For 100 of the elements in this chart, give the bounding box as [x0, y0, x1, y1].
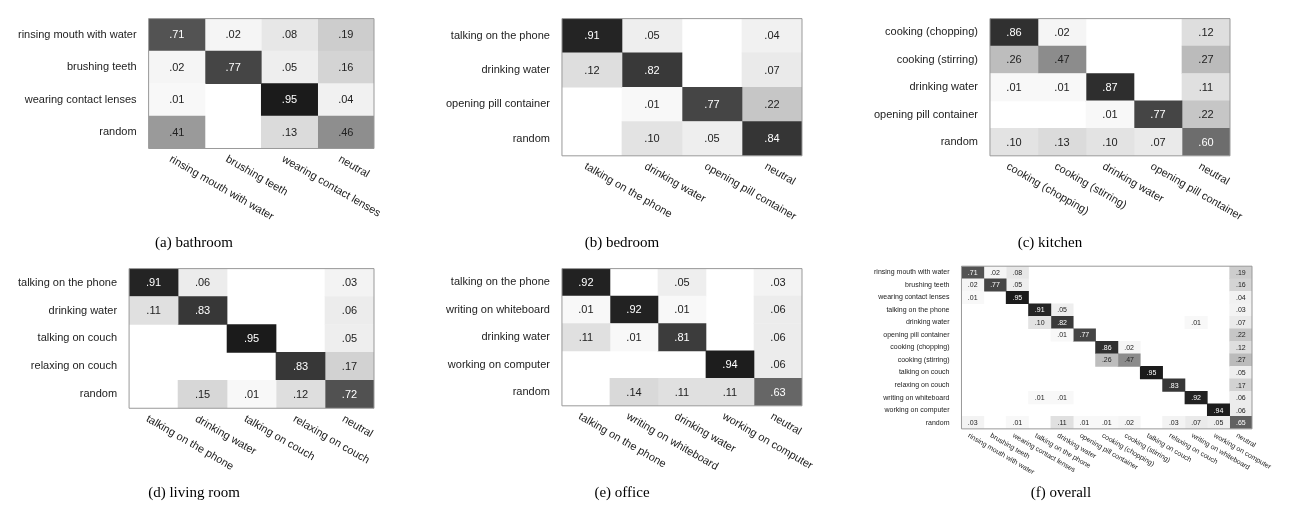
data-label: .94 — [722, 358, 738, 371]
data-label: .11 — [722, 385, 738, 398]
y-tick-label: talking on the phone — [450, 28, 550, 41]
data-label: .03 — [341, 276, 358, 289]
data-label: .46 — [338, 125, 354, 138]
data-label: .71 — [169, 28, 185, 41]
data-label: .10 — [644, 132, 660, 145]
data-label: .11 — [1198, 80, 1214, 93]
text: (b) bedroom — [584, 233, 660, 251]
data-label: .11 — [578, 330, 594, 343]
data-label: .95 — [243, 331, 260, 344]
data-label: .83 — [194, 304, 211, 317]
data-label: .86 — [1006, 25, 1022, 38]
data-label: .01 — [243, 387, 260, 400]
text: (a) bathroom — [155, 233, 234, 251]
data-label: .01 — [626, 330, 642, 343]
data-label: .06 — [770, 330, 786, 343]
y-tick-label: cooking (chopping) — [885, 25, 978, 38]
data-label: .01 — [1054, 80, 1070, 93]
text: (e) office — [594, 483, 650, 501]
data-label: .12 — [1198, 25, 1214, 38]
data-label: .60 — [1198, 135, 1214, 148]
y-tick-label: random — [512, 131, 550, 144]
data-label: .81 — [674, 330, 690, 343]
y-tick-label: opening pill container — [445, 97, 551, 110]
data-label: .19 — [338, 28, 354, 41]
data-label: .13 — [1054, 135, 1070, 148]
data-label: .06 — [194, 276, 211, 289]
data-label: .05 — [341, 331, 358, 344]
y-tick-label: drinking water — [481, 63, 551, 76]
data-label: .05 — [704, 132, 720, 145]
data-label: .01 — [578, 303, 594, 316]
y-tick-label: drinking water — [909, 80, 979, 93]
data-label: .27 — [1198, 53, 1214, 66]
data-label: .04 — [764, 29, 780, 42]
y-tick-label: writing on whiteboard — [444, 302, 550, 315]
data-label: .77 — [1150, 108, 1166, 121]
text: (f) overall — [1030, 483, 1092, 501]
y-tick-label: wearing contact lenses — [23, 92, 138, 105]
data-label: .12 — [292, 387, 309, 400]
data-label: .95 — [281, 93, 298, 106]
data-label: .15 — [194, 387, 211, 400]
text: (d) living room — [148, 483, 241, 501]
data-label: .05 — [644, 29, 660, 42]
data-label: .03 — [770, 275, 786, 288]
y-tick-label: cooking (stirring) — [896, 52, 978, 65]
data-label: .17 — [341, 359, 358, 372]
y-tick-label: relaxing on couch — [30, 359, 118, 372]
data-label: .72 — [341, 387, 358, 400]
data-label: .16 — [338, 60, 354, 73]
y-tick-label: drinking water — [48, 303, 118, 316]
text: (c) kitchen — [1017, 233, 1083, 251]
y-tick-label: random — [99, 125, 137, 138]
data-label: .14 — [626, 385, 642, 398]
data-label: .22 — [1198, 108, 1214, 121]
data-label: .01 — [1006, 80, 1022, 93]
y-tick-label: random — [512, 385, 550, 398]
data-label: .92 — [626, 303, 642, 316]
data-label: .91 — [145, 276, 162, 289]
data-label: .87 — [1102, 80, 1118, 93]
data-label: .02 — [225, 28, 241, 41]
data-label: .47 — [1054, 53, 1070, 66]
y-tick-label: brushing teeth — [66, 60, 137, 73]
data-label: .02 — [169, 60, 185, 73]
data-label: .11 — [674, 385, 690, 398]
data-label: .22 — [764, 97, 780, 110]
y-tick-label: rinsing mouth with water — [18, 27, 137, 40]
data-label: .06 — [770, 358, 786, 371]
data-label: .01 — [169, 93, 185, 106]
y-tick-label: talking on couch — [37, 331, 118, 344]
data-label: .13 — [281, 125, 298, 138]
data-label: .06 — [341, 304, 358, 317]
data-label: .10 — [1102, 135, 1118, 148]
data-label: .63 — [770, 385, 786, 398]
y-tick-label: talking on the phone — [17, 275, 118, 288]
data-label: .11 — [146, 304, 161, 317]
data-label: .91 — [584, 29, 600, 42]
data-label: .77 — [704, 97, 720, 110]
data-label: .07 — [764, 63, 780, 76]
data-label: .83 — [292, 359, 309, 372]
y-tick-label: random — [79, 387, 118, 400]
data-label: .77 — [225, 60, 241, 73]
data-label: .41 — [169, 125, 185, 138]
data-label: .10 — [1006, 135, 1022, 148]
data-label: .12 — [584, 63, 600, 76]
data-label: .92 — [578, 275, 594, 288]
data-label: .05 — [674, 275, 690, 288]
data-label: .26 — [1006, 53, 1022, 66]
data-label: .05 — [281, 60, 298, 73]
data-label: .01 — [674, 303, 690, 316]
data-label: .07 — [1150, 135, 1166, 148]
data-label: .01 — [1102, 108, 1118, 121]
data-label: .82 — [644, 63, 660, 76]
y-tick-label: talking on the phone — [450, 275, 550, 288]
data-label: .01 — [644, 97, 660, 110]
y-tick-label: opening pill container — [873, 107, 979, 120]
data-label: .08 — [281, 28, 298, 41]
y-tick-label: random — [940, 135, 978, 148]
data-label: .02 — [1054, 25, 1070, 38]
data-label: .06 — [770, 303, 786, 316]
